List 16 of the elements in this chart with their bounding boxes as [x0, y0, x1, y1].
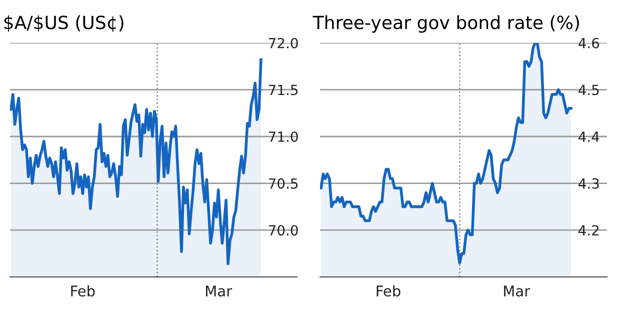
- y-tick-label: 71.0: [268, 131, 298, 142]
- y-tick-label: 70.5: [268, 178, 298, 189]
- x-tick-label: Mar: [206, 286, 232, 297]
- y-tick-label: 4.5: [578, 84, 599, 96]
- chart-title: Three-year gov bond rate (%): [312, 15, 579, 33]
- y-tick-label: 71.5: [268, 84, 298, 96]
- y-tick-label: 70.0: [268, 225, 298, 236]
- x-tick-label: Mar: [504, 286, 530, 297]
- x-tick-label: Feb: [71, 285, 95, 297]
- y-tick-label: 72.0: [268, 38, 298, 48]
- chart-title: $A/$US (US¢): [4, 15, 124, 32]
- y-tick-label: 4.4: [578, 132, 600, 142]
- y-tick-label: 4.3: [578, 178, 599, 189]
- x-tick-label: Feb: [376, 285, 400, 297]
- y-tick-label: 4.2: [578, 225, 599, 236]
- y-tick-label: 4.6: [578, 38, 600, 48]
